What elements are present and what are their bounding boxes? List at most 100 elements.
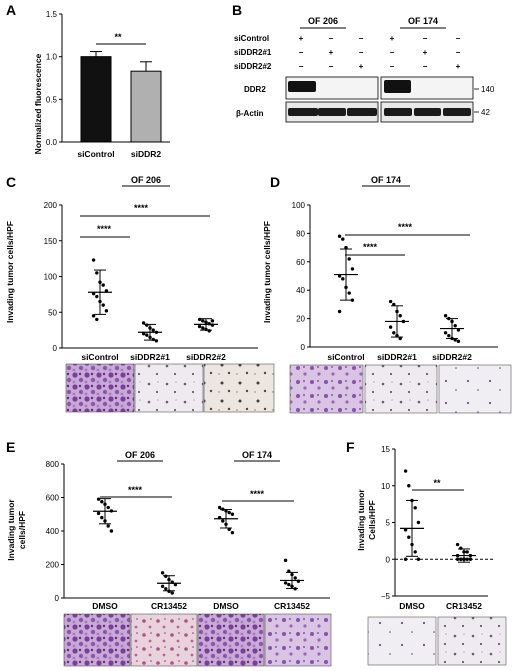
panel-c-point <box>151 328 155 332</box>
micrograph-c-siddr2-1 <box>134 363 204 413</box>
panel-e-point <box>170 591 174 595</box>
panel-f-point <box>459 546 463 550</box>
panel-e-point <box>164 587 168 591</box>
panel-d-point <box>337 309 342 314</box>
panel-a-significance: ** <box>114 32 122 42</box>
band-actin <box>384 108 412 116</box>
panel-e-point <box>221 519 225 523</box>
panel-f-point <box>416 557 421 561</box>
panel-d-sig-2: **** <box>398 222 413 232</box>
wb-treatment-mark: − <box>299 62 304 71</box>
micrograph-c-sicontrol <box>65 363 135 413</box>
panel-d-ytick-label: 40 <box>296 286 305 295</box>
wb-treatment-mark: − <box>329 62 334 71</box>
band-actin <box>414 108 441 116</box>
panel-c-point <box>145 333 149 337</box>
panel-c-point <box>98 280 102 284</box>
panel-c-category-label: siDDR2#1 <box>130 352 170 362</box>
panel-d-point <box>337 274 342 278</box>
panel-c-point <box>145 323 149 327</box>
panel-f-ytick-label: 15 <box>381 445 390 454</box>
panel-e-point <box>170 580 174 584</box>
wb-treatment-mark: − <box>423 62 428 71</box>
panel-d-point <box>347 291 351 295</box>
panel-e-point <box>230 530 235 535</box>
panel-a-ylabel: Normalized fluorescence <box>33 53 43 154</box>
panel-c-point <box>197 324 202 329</box>
micrograph-e-of206-dmso <box>63 613 131 667</box>
micrograph-c-siddr2-2 <box>203 363 275 413</box>
micrograph-e-of206-cr13452 <box>130 613 198 667</box>
panel-f-point <box>410 542 414 547</box>
wb-row-label-siddr2-1: siDDR2#1 <box>234 48 272 57</box>
panel-c-point <box>98 299 102 304</box>
panel-f-ytick-label: 5 <box>386 519 391 528</box>
panel-d-point <box>443 314 448 318</box>
panel-c-ytick-label: 100 <box>44 273 58 282</box>
panel-e-point <box>167 577 171 582</box>
wb-treatment-mark: − <box>456 34 461 43</box>
panel-f-point <box>455 553 460 558</box>
panel-d-point <box>388 299 393 304</box>
panel-f-point <box>455 542 460 547</box>
wb-treatment-mark: + <box>456 62 461 71</box>
panel-d-point <box>344 245 348 250</box>
panel-d-point <box>450 319 454 324</box>
wb-kda-42: 42 <box>481 108 490 117</box>
chart-c: 0 50 100 150 200 siControl siDDR2#1 siDDR2#2 <box>44 201 258 362</box>
panel-d-point <box>398 336 402 341</box>
micrograph-d-siddr2-1 <box>364 364 438 414</box>
panel-e-point <box>287 569 291 573</box>
panel-f-significance: ** <box>433 478 441 488</box>
panel-e-point <box>109 529 114 533</box>
panel-e-ytick-label: 600 <box>46 494 60 503</box>
panel-f-point <box>410 498 414 503</box>
panel-d-point <box>450 336 454 341</box>
panel-f-point <box>403 528 408 532</box>
panel-e-point <box>164 574 168 578</box>
panel-e-point <box>230 512 235 516</box>
wb-treatment-mark: − <box>390 48 395 57</box>
micrograph-e-of174-dmso <box>197 613 265 667</box>
wb-kda-140: 140 <box>481 85 495 94</box>
panel-a-ytick-label: 1.0 <box>46 53 58 62</box>
panel-e-point <box>296 579 301 583</box>
panel-e-point <box>283 581 288 585</box>
panel-c-category-label: siControl <box>81 352 118 362</box>
panel-f-ytick-label: 10 <box>381 482 390 491</box>
panel-d-ytick-label: 0 <box>301 343 306 352</box>
panel-c-point <box>101 303 105 307</box>
panel-d-category-label: siDDR2#1 <box>377 352 417 362</box>
panel-c-point <box>154 339 159 343</box>
panel-c-ylabel: Invading tumor cells/HPF <box>5 221 15 323</box>
cell-line-label-of206: OF 206 <box>308 16 338 26</box>
panel-c-category-label: siDDR2#2 <box>186 352 226 362</box>
panel-f-category-label: CR13452 <box>446 601 482 611</box>
panel-f-point <box>462 550 466 554</box>
panel-d-sig-1: **** <box>363 242 378 252</box>
panel-a-ytick-label: 0.5 <box>46 95 58 104</box>
panel-e-title-1: OF 206 <box>125 450 155 460</box>
panel-f-ytick-label: 0 <box>386 555 391 564</box>
panel-e-point <box>224 522 228 526</box>
band-ddr2-of206-sicontrol <box>288 81 316 92</box>
panel-e-ytick-label: 400 <box>46 527 60 536</box>
panel-f-point <box>407 484 411 488</box>
chart-d: 0 20 40 60 80 100 siControl siDDR2#1 siDDR2#2 <box>292 201 498 362</box>
panel-e-category-label: CR13452 <box>151 601 187 611</box>
panel-d-category-label: siDDR2#2 <box>432 352 472 362</box>
wb-treatment-mark: + <box>299 34 304 43</box>
panel-label-b: B <box>232 2 242 18</box>
panel-f-point <box>462 557 466 561</box>
micrographs-f <box>367 616 507 666</box>
panel-a-ytick-label: 1.5 <box>46 10 58 19</box>
panel-e-ylabel-1: Invading tumor <box>6 499 16 561</box>
micrographs-c <box>65 363 275 413</box>
panel-c-ytick-label: 150 <box>44 237 58 246</box>
panel-a-bar <box>80 56 112 143</box>
panel-e-point <box>103 502 107 506</box>
panel-f-point <box>413 550 417 554</box>
panel-c-ytick-label: 50 <box>48 308 57 317</box>
panel-f-point <box>468 553 473 558</box>
panel-e-point <box>106 524 110 528</box>
